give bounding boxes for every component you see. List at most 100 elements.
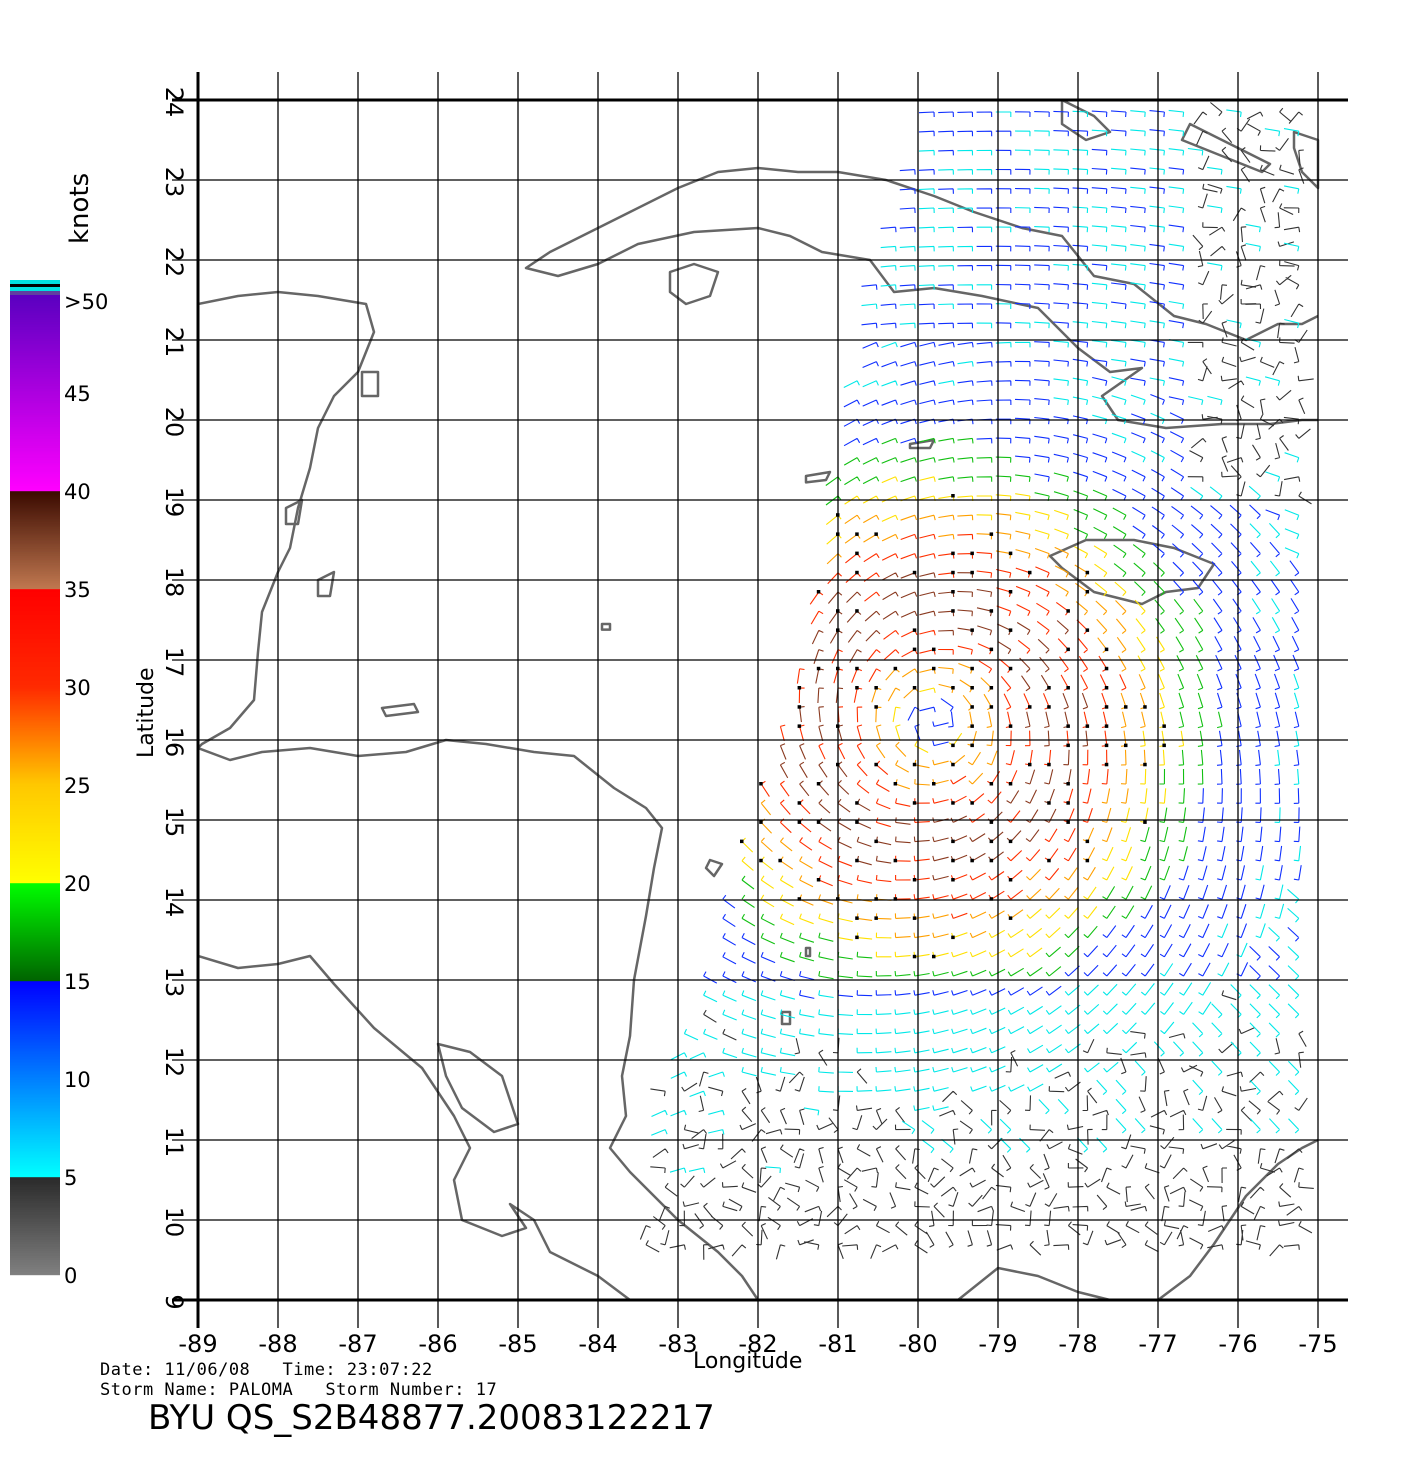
rain-flag (816, 878, 821, 882)
coastline (198, 738, 760, 1300)
rain-flag (1104, 724, 1109, 728)
coastline (198, 290, 376, 749)
rain-flag (1085, 839, 1090, 844)
rain-flag (932, 954, 936, 959)
colorbar-label: >50 (64, 290, 108, 314)
rain-flag (1008, 590, 1013, 594)
longitude-tick: -89 (178, 1330, 217, 1358)
latitude-tick: 23 (160, 167, 188, 198)
rain-flag (1104, 743, 1109, 748)
rain-flag (951, 609, 955, 613)
latitude-tick: 24 (160, 87, 188, 118)
rain-flag (1028, 762, 1032, 767)
rain-flag (874, 762, 878, 767)
rain-flag (951, 686, 955, 690)
longitude-tick: -84 (578, 1330, 617, 1358)
colorbar-label: 15 (64, 970, 91, 994)
rain-flag (912, 878, 917, 882)
rain-flag (912, 686, 917, 690)
rain-flag (1066, 647, 1070, 652)
colorbar-label: 40 (64, 480, 91, 504)
coastline (524, 166, 1319, 430)
rain-flag (1047, 801, 1051, 805)
rain-flag (989, 609, 994, 613)
rain-flag (1008, 724, 1013, 728)
longitude-tick: -75 (1298, 1330, 1337, 1358)
rain-flag (759, 858, 763, 863)
rain-flag (989, 858, 994, 863)
rain-flag (951, 935, 955, 940)
rain-flag (912, 801, 917, 805)
rain-flag (893, 897, 898, 901)
colorbar-label: 35 (64, 578, 91, 602)
colorbar-label: 30 (64, 676, 91, 700)
rain-flag (816, 820, 821, 824)
rain-flag (1008, 839, 1013, 844)
latitude-tick: 15 (160, 807, 188, 838)
colorbar-label: 25 (64, 774, 91, 798)
coastline (1180, 122, 1272, 174)
rain-flag (1066, 686, 1070, 690)
longitude-tick: -85 (498, 1330, 537, 1358)
latitude-tick: 19 (160, 487, 188, 518)
rain-flag (816, 590, 821, 594)
coastline (957, 1266, 1111, 1300)
rain-flag (1047, 705, 1051, 709)
longitude-tick: -81 (818, 1330, 857, 1358)
rain-flag (989, 839, 994, 844)
rain-flag (1085, 628, 1090, 632)
rain-flag (1066, 820, 1070, 824)
rain-flag (1104, 647, 1109, 652)
longitude-tick: -83 (658, 1330, 697, 1358)
rain-flag (874, 705, 878, 709)
rain-flag (1104, 666, 1109, 671)
coastline (284, 498, 304, 526)
rain-flag (759, 782, 763, 786)
colorbar-unit: knots (65, 173, 95, 244)
coastline (1060, 100, 1112, 142)
rain-flag (855, 686, 859, 690)
coastline (780, 1010, 792, 1026)
rain-flag (1124, 705, 1128, 709)
rain-flag (874, 686, 878, 690)
rain-flag (1047, 686, 1051, 690)
rain-flag (1066, 609, 1070, 613)
rain-flag (797, 686, 802, 690)
rain-flag (855, 820, 859, 824)
latitude-tick: 13 (160, 967, 188, 998)
latitude-tick: 21 (160, 327, 188, 358)
rain-flag (874, 916, 878, 920)
rain-flag (874, 532, 878, 536)
colorbar-bands (10, 295, 60, 1276)
rain-flag (1104, 762, 1109, 767)
rain-flag (855, 858, 859, 863)
latitude-tick: 18 (160, 567, 188, 598)
rain-flag (912, 628, 917, 632)
rain-flag (893, 782, 898, 786)
rain-flag (1066, 782, 1070, 786)
coastlines (198, 100, 1320, 1300)
rain-flag (1028, 570, 1032, 575)
rain-flag (816, 782, 821, 786)
colorbar-label: 0 (64, 1264, 77, 1288)
coastline (704, 858, 724, 878)
rain-flag (1143, 762, 1147, 767)
rain-flag (912, 916, 917, 920)
coastline (1157, 1138, 1319, 1300)
rain-flag (778, 858, 782, 863)
wind-barb-group (703, 110, 1302, 999)
coastline (804, 946, 812, 958)
rain-flag (951, 878, 955, 882)
rain-flag (1008, 916, 1013, 920)
rain-flag (797, 705, 802, 709)
longitude-tick: -76 (1218, 1330, 1257, 1358)
x-axis-title: Longitude (693, 1349, 802, 1374)
rain-flag (989, 647, 994, 652)
colorbar-label: 5 (64, 1166, 77, 1190)
coastline (316, 570, 336, 598)
wind-barb-group (741, 437, 1223, 980)
rain-flag (989, 820, 994, 824)
rain-flag (951, 551, 955, 556)
rain-flag (970, 858, 974, 863)
